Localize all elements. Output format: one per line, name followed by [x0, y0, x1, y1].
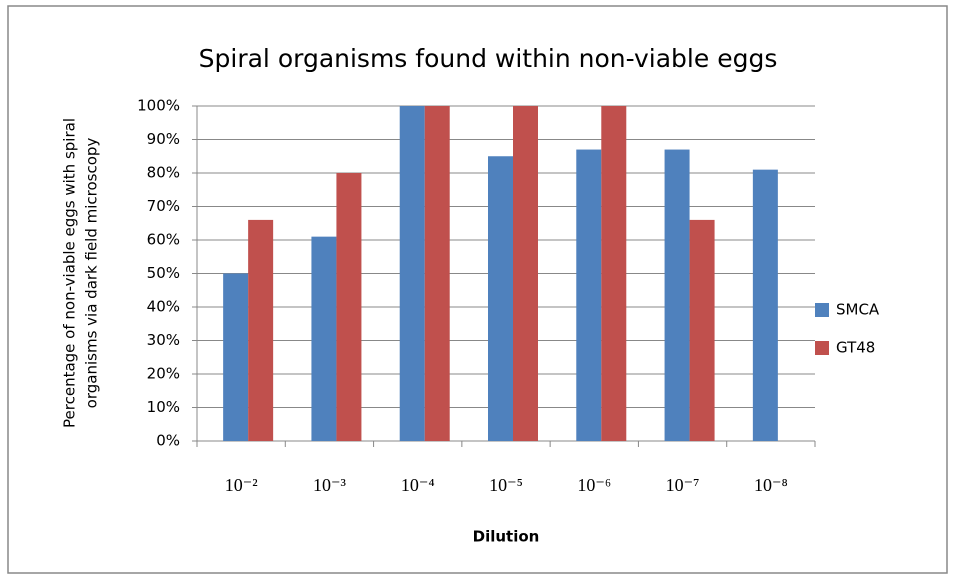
y-axis-label: Percentage of non-viable eggs with spira…	[61, 118, 79, 428]
bar	[248, 219, 274, 441]
bar	[664, 149, 690, 442]
bar	[689, 219, 715, 441]
x-tick-label: 10⁻⁵	[489, 475, 523, 495]
y-tick-label: 100%	[137, 97, 180, 115]
y-tick-label: 40%	[147, 298, 180, 316]
x-tick-label: 10⁻²	[225, 475, 258, 495]
bar	[601, 106, 627, 441]
legend-swatch	[815, 341, 829, 355]
chart-title: Spiral organisms found within non-viable…	[199, 44, 778, 73]
bar	[399, 106, 425, 441]
bar	[336, 173, 362, 441]
y-tick-label: 0%	[156, 432, 180, 450]
x-axis-label: Dilution	[473, 528, 540, 546]
y-axis-label: organisms via dark field microscopy	[83, 138, 101, 409]
y-tick-label: 20%	[147, 365, 180, 383]
y-tick-label: 80%	[147, 164, 180, 182]
y-tick-label: 30%	[147, 331, 180, 349]
bar	[488, 156, 513, 441]
x-tick-label: 10⁻³	[313, 475, 347, 495]
x-tick-label: 10⁻⁷	[666, 475, 700, 495]
y-tick-label: 50%	[147, 264, 180, 282]
y-tick-label: 90%	[147, 130, 180, 148]
y-tick-label: 60%	[147, 231, 180, 249]
y-tick-label: 70%	[147, 197, 180, 215]
bar	[513, 106, 538, 441]
legend-swatch	[815, 303, 829, 317]
y-tick-label: 10%	[147, 398, 180, 416]
bar	[311, 236, 337, 441]
x-tick-label: 10⁻⁶	[577, 475, 611, 495]
bar	[576, 149, 602, 442]
legend-label: GT48	[836, 339, 875, 357]
x-tick-label: 10⁻⁸	[754, 475, 788, 495]
legend-label: SMCA	[836, 301, 880, 319]
chart-frame	[7, 5, 948, 574]
bar	[223, 273, 249, 441]
bar	[752, 169, 778, 441]
x-tick-label: 10⁻⁴	[401, 475, 435, 495]
bar	[424, 106, 450, 441]
